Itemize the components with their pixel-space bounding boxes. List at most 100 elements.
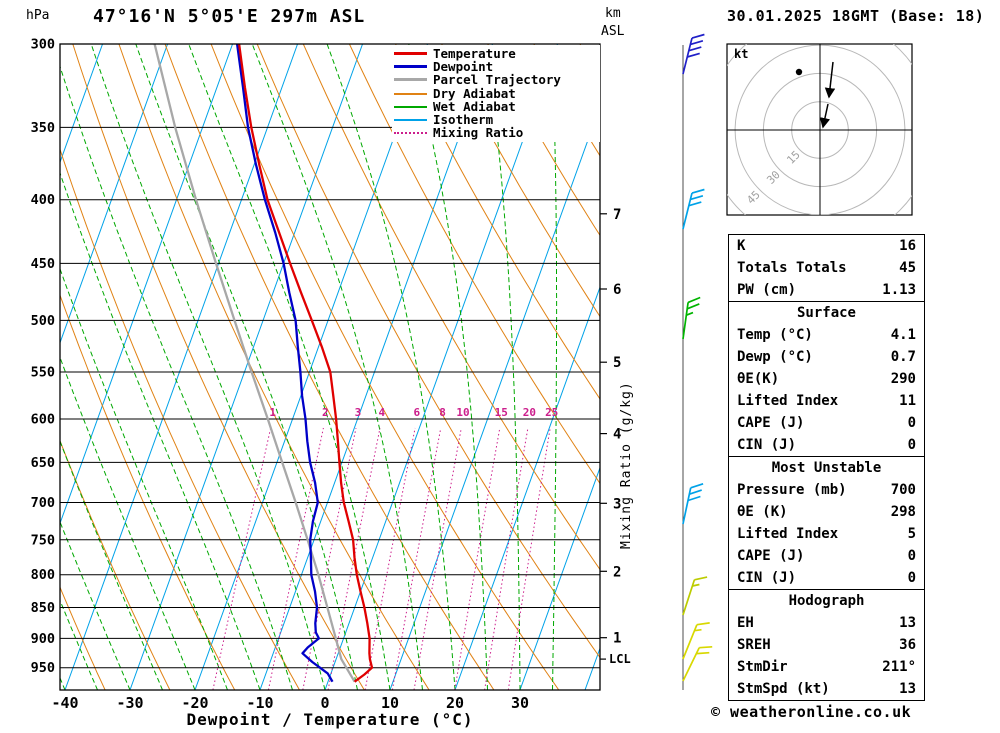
svg-text:4: 4 <box>378 406 385 419</box>
svg-text:300: 300 <box>31 37 55 53</box>
hodograph-wind-trace <box>824 61 836 99</box>
datetime-label: 30.01.2025 18GMT (Base: 18) <box>727 7 985 25</box>
parcel-line-icon <box>394 78 427 82</box>
svg-text:-40: -40 <box>51 694 78 712</box>
copyright: © weatheronline.co.uk <box>711 703 912 721</box>
hodograph-unit-label: kt <box>734 47 749 61</box>
mixing-ratio-labels: 1 2 3 4 6 8 10 15 20 25 <box>269 406 558 419</box>
svg-text:2: 2 <box>613 564 621 580</box>
legend-item-isotherm: Isotherm <box>394 113 600 126</box>
hodograph-wind-trace <box>819 103 831 129</box>
stats-section-hodograph: Hodograph EH 13 SREH 36 StmDir 211° StmSpd … <box>729 589 924 700</box>
svg-text:750: 750 <box>31 532 55 548</box>
svg-text:450: 450 <box>31 256 55 272</box>
pressure-unit-label: hPa <box>26 8 50 23</box>
dewpoint-curve <box>235 44 334 683</box>
svg-text:6: 6 <box>413 406 420 419</box>
km-axis-label: km <box>605 6 621 21</box>
stats-row: SREH 36 <box>737 637 916 653</box>
mixing-ratio-lines <box>212 427 551 690</box>
lcl-label: LCL <box>609 652 631 666</box>
legend-label: Mixing Ratio <box>433 125 524 141</box>
svg-text:0: 0 <box>320 694 329 712</box>
temperature-axis-labels: -40 -30 -20 -10 0 10 20 30 <box>51 694 529 712</box>
svg-text:-20: -20 <box>181 694 208 712</box>
pressure-gridlines <box>60 43 600 669</box>
svg-text:10: 10 <box>381 694 399 712</box>
stats-row: Lifted Index 11 <box>737 393 916 409</box>
stats-row: K 16 <box>737 238 916 254</box>
parcel-trajectory-curve <box>153 44 356 683</box>
svg-text:3: 3 <box>613 496 621 512</box>
svg-text:6: 6 <box>613 282 621 298</box>
svg-text:15: 15 <box>495 406 508 419</box>
wind-barb-icon <box>682 482 704 525</box>
legend-item-dewpoint: Dewpoint <box>394 60 600 73</box>
svg-text:10: 10 <box>456 406 469 419</box>
hodograph-storm-dot <box>795 68 803 76</box>
svg-text:850: 850 <box>31 600 55 616</box>
stats-table: K 16 Totals Totals 45 PW (cm) 1.13 Surface … <box>728 234 925 701</box>
stats-row: Lifted Index 5 <box>737 526 916 542</box>
svg-text:-10: -10 <box>246 694 273 712</box>
svg-text:500: 500 <box>31 313 55 329</box>
temperature-line-icon <box>394 52 427 55</box>
temperature-curve <box>237 44 374 683</box>
svg-text:700: 700 <box>31 495 55 511</box>
stats-row: CIN (J) 0 <box>737 570 916 586</box>
svg-text:30: 30 <box>511 694 529 712</box>
stats-section-title: Most Unstable <box>771 460 882 476</box>
legend-item-temperature: Temperature <box>394 47 600 60</box>
stats-row: CAPE (J) 0 <box>737 548 916 564</box>
legend-label: Temperature <box>433 46 516 61</box>
legend-item-wet-adiabat: Wet Adiabat <box>394 100 600 113</box>
pressure-axis-labels: 300 350 400 450 500 550 600 650 700 750 800 850 900 9… <box>31 37 55 677</box>
wind-barb-icon <box>682 576 708 616</box>
wind-barb-icon <box>682 188 705 230</box>
legend-item-mixing-ratio: Mixing Ratio <box>394 126 600 139</box>
asl-axis-label: ASL <box>601 24 625 39</box>
stats-section-title: Hodograph <box>788 593 865 609</box>
plot-frame <box>59 43 601 691</box>
mixing-ratio-axis-label: Mixing Ratio (g/kg) <box>619 381 634 549</box>
stats-row: Temp (°C) 4.1 <box>737 327 916 343</box>
svg-text:550: 550 <box>31 365 55 381</box>
stats-section-title: Surface <box>796 305 856 321</box>
stats-row: CAPE (J) 0 <box>737 415 916 431</box>
stats-row: CIN (J) 0 <box>737 437 916 453</box>
xaxis-title: Dewpoint / Temperature (°C) <box>186 710 474 729</box>
svg-text:20: 20 <box>523 406 536 419</box>
svg-text:900: 900 <box>31 631 55 647</box>
stats-row: EH 13 <box>737 615 916 631</box>
legend-label: Isotherm <box>433 112 494 128</box>
svg-text:650: 650 <box>31 455 55 471</box>
svg-text:3: 3 <box>355 406 362 419</box>
svg-text:4: 4 <box>613 427 621 443</box>
svg-text:400: 400 <box>31 192 55 208</box>
svg-text:1: 1 <box>269 406 276 419</box>
svg-text:25: 25 <box>545 406 558 419</box>
dewpoint-line-icon <box>394 65 427 69</box>
wet-adiabat-line-icon <box>394 105 427 108</box>
stats-row: θE (K) 298 <box>737 504 916 520</box>
wind-barb-icon <box>682 33 705 75</box>
stats-row: θE(K) 290 <box>737 371 916 387</box>
stats-section-indices: K 16 Totals Totals 45 PW (cm) 1.13 <box>729 235 924 301</box>
stats-row: Dewp (°C) 0.7 <box>737 349 916 365</box>
svg-text:1: 1 <box>613 631 621 647</box>
stats-row: StmSpd (kt) 13 <box>737 681 916 697</box>
svg-text:2: 2 <box>322 406 329 419</box>
legend-label: Parcel Trajectory <box>433 72 561 88</box>
km-asl-axis: 7 6 5 4 3 2 1 LCL <box>600 207 631 666</box>
svg-text:7: 7 <box>613 207 621 223</box>
legend-item-parcel: Parcel Trajectory <box>394 72 600 88</box>
wind-barb-icon <box>682 645 713 682</box>
legend: Temperature Dewpoint Parcel Trajectory D… <box>392 45 600 143</box>
page-title: 47°16'N 5°05'E 297m ASL <box>93 6 366 27</box>
stats-row: PW (cm) 1.13 <box>737 282 916 298</box>
wind-barb-column <box>682 33 713 690</box>
svg-text:950: 950 <box>31 660 55 676</box>
stats-row: StmDir 211° <box>737 659 916 675</box>
